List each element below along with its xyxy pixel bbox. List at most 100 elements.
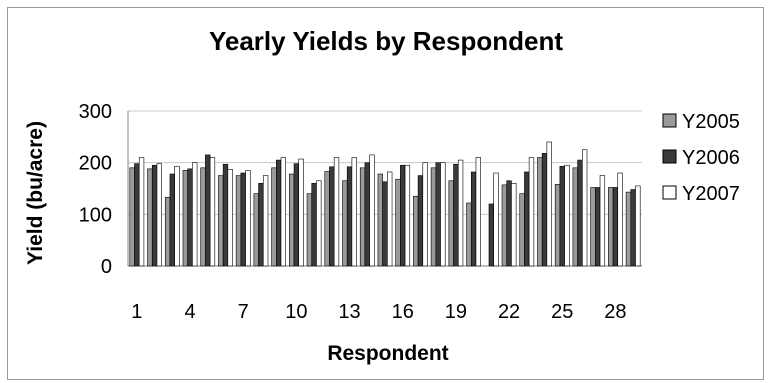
bar xyxy=(187,168,193,267)
bar xyxy=(151,164,158,267)
y-tick-label: 300 xyxy=(79,101,112,123)
legend-swatch xyxy=(662,149,677,164)
bar xyxy=(582,149,588,267)
bar xyxy=(253,193,259,267)
bar xyxy=(240,172,246,267)
bar xyxy=(528,157,535,267)
y-axis-title: Yield (bu/acre) xyxy=(24,121,47,265)
bar xyxy=(138,157,145,267)
bar xyxy=(377,173,383,267)
x-tick-label: 25 xyxy=(551,301,573,323)
bar xyxy=(511,183,517,267)
bar xyxy=(630,189,636,267)
bar xyxy=(440,162,446,267)
bar xyxy=(364,162,370,267)
bar xyxy=(280,157,287,267)
y-tick-label: 100 xyxy=(79,204,112,226)
bar xyxy=(617,172,623,267)
legend-label: Y2006 xyxy=(682,147,740,169)
x-tick-label: 4 xyxy=(184,301,195,323)
bar xyxy=(134,163,140,267)
bar xyxy=(612,187,619,267)
x-tick-label: 10 xyxy=(285,301,307,323)
bar xyxy=(369,154,375,267)
bar xyxy=(329,166,335,267)
bar xyxy=(475,157,481,267)
bar xyxy=(258,183,264,267)
bar xyxy=(182,170,188,267)
bar xyxy=(289,173,295,267)
legend-label: Y2005 xyxy=(682,111,740,133)
bar xyxy=(227,169,233,267)
plot-area: 0 100 200 300 1 4 7 10 13 16 19 22 25 28 xyxy=(79,101,642,323)
bar xyxy=(235,175,242,267)
bar xyxy=(271,167,277,267)
x-tick-label: 28 xyxy=(604,301,626,323)
bar xyxy=(493,172,499,267)
bar xyxy=(156,163,162,267)
bar xyxy=(635,185,641,267)
bar xyxy=(501,184,508,267)
legend-swatch xyxy=(662,113,677,128)
x-tick-label: 1 xyxy=(131,301,142,323)
bar xyxy=(506,180,512,267)
x-tick-label: 19 xyxy=(445,301,467,323)
bar xyxy=(129,167,135,267)
chart-frame: Yearly Yields by Respondent Yield (bu/ac… xyxy=(7,7,764,380)
bar xyxy=(466,202,472,267)
bar xyxy=(164,196,171,267)
bar xyxy=(577,159,583,267)
bar xyxy=(546,141,552,267)
bar xyxy=(524,171,530,267)
bar xyxy=(590,187,596,267)
bar xyxy=(382,181,388,267)
x-axis-title: Respondent xyxy=(327,342,448,365)
bar xyxy=(192,162,198,267)
bar xyxy=(245,170,251,267)
bar xyxy=(448,180,454,267)
chart-svg: Yearly Yields by Respondent Yield (bu/ac… xyxy=(24,26,740,365)
bar xyxy=(395,178,401,267)
bar xyxy=(564,164,570,267)
bar xyxy=(387,171,393,267)
bar xyxy=(400,164,406,267)
bar xyxy=(359,167,366,267)
x-tick-label: 22 xyxy=(498,301,520,323)
bar xyxy=(404,164,411,267)
bar xyxy=(488,203,494,267)
bar xyxy=(218,175,224,267)
chart-title: Yearly Yields by Respondent xyxy=(209,26,563,56)
bar xyxy=(541,153,548,267)
bar xyxy=(351,157,357,267)
bar xyxy=(457,159,464,267)
bar xyxy=(519,193,525,267)
bar xyxy=(470,171,477,267)
x-tick-label: 7 xyxy=(238,301,249,323)
bar xyxy=(422,162,428,267)
bar xyxy=(554,184,561,267)
bar xyxy=(147,168,153,267)
bar xyxy=(324,171,330,267)
bar xyxy=(417,175,424,267)
bar xyxy=(599,175,606,267)
bar xyxy=(625,191,632,267)
bar xyxy=(333,157,340,267)
bar xyxy=(311,183,317,267)
bar xyxy=(430,167,437,267)
bar xyxy=(413,195,419,267)
bar xyxy=(537,157,543,267)
bar xyxy=(276,159,282,267)
bar xyxy=(572,167,578,267)
bar xyxy=(595,187,601,267)
bar xyxy=(559,165,565,267)
bar xyxy=(453,163,459,267)
bar xyxy=(222,163,229,267)
bar xyxy=(205,154,211,267)
bar xyxy=(293,163,300,267)
x-tick-label: 13 xyxy=(338,301,360,323)
bar xyxy=(346,166,353,267)
legend: Y2005 Y2006 Y2007 xyxy=(662,111,740,205)
y-tick-label: 200 xyxy=(79,153,112,175)
bar xyxy=(316,180,322,267)
bar xyxy=(262,175,269,267)
